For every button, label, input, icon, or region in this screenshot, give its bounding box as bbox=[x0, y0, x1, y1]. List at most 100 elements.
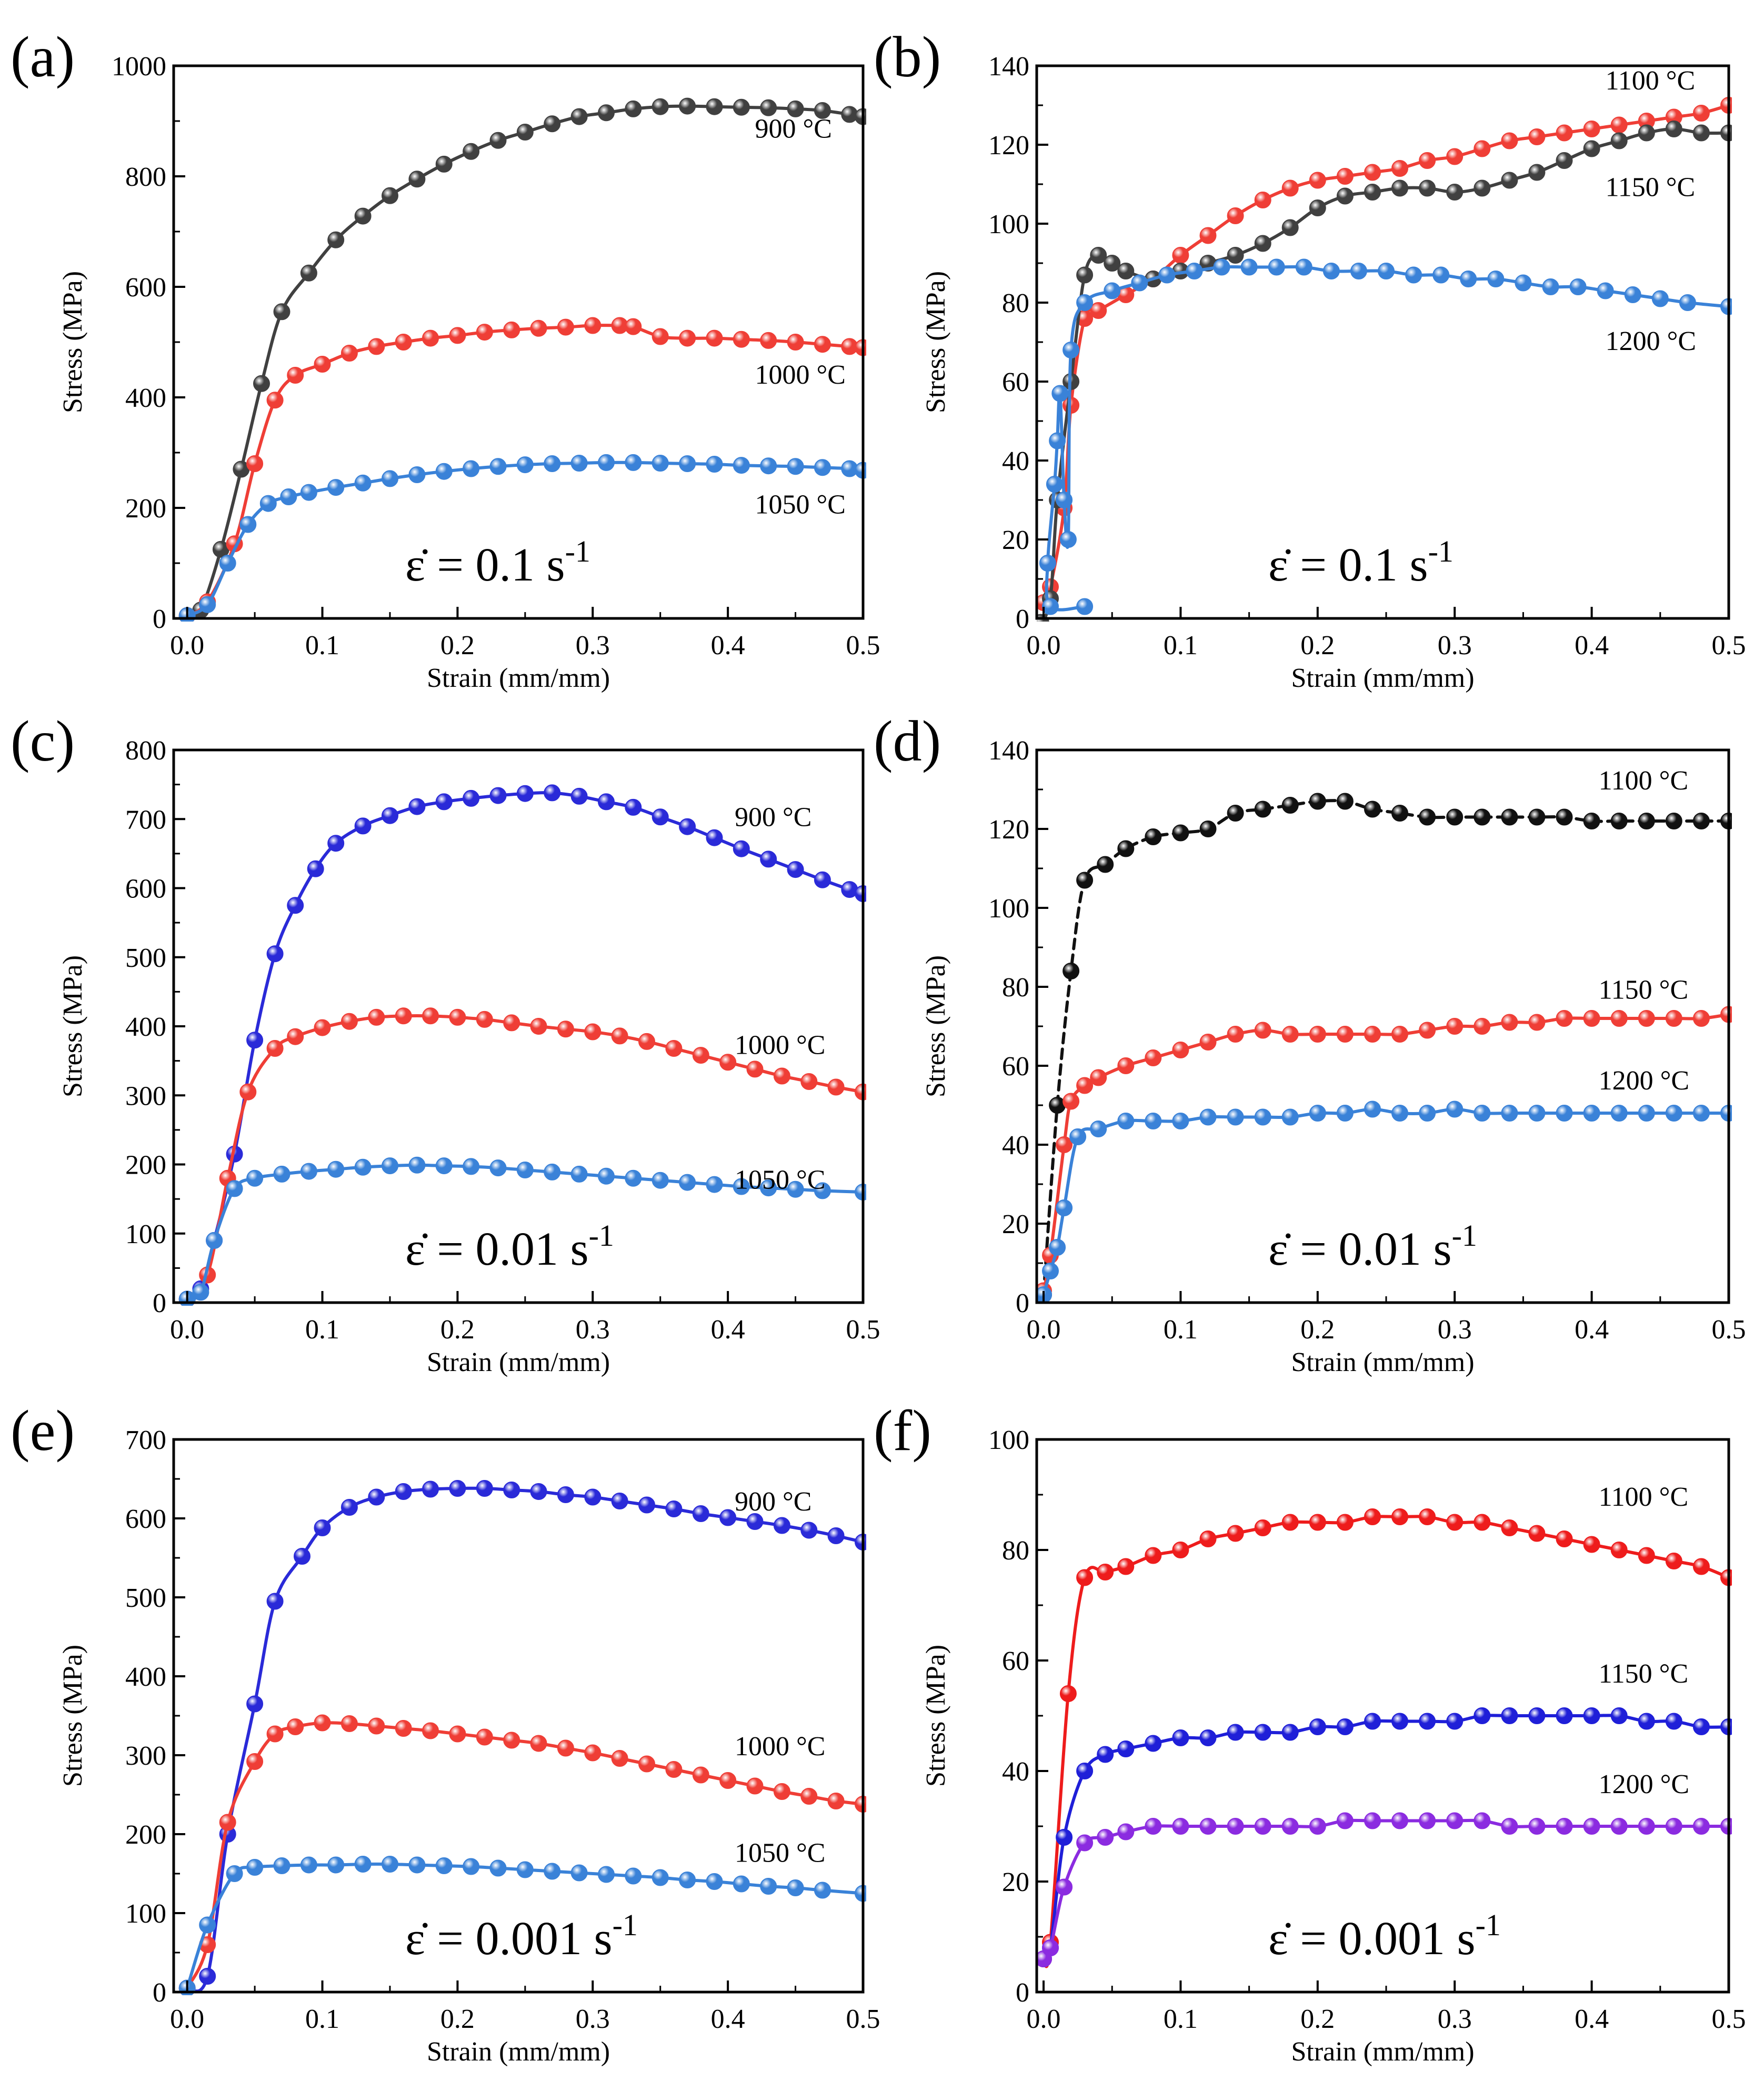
data-point bbox=[1364, 1508, 1381, 1525]
data-point bbox=[1281, 1514, 1299, 1531]
data-point bbox=[719, 1054, 737, 1071]
data-point bbox=[476, 324, 493, 341]
y-tick-label: 80 bbox=[1002, 973, 1029, 1003]
data-point bbox=[638, 1755, 655, 1773]
strain-rate-label: ε̇ = 0.1 s-1 bbox=[405, 534, 590, 591]
data-point bbox=[408, 171, 426, 188]
data-point bbox=[1391, 1713, 1408, 1730]
data-point bbox=[1104, 282, 1121, 299]
data-point bbox=[1042, 598, 1059, 615]
data-point bbox=[1474, 140, 1491, 157]
data-point bbox=[814, 1182, 831, 1199]
data-point bbox=[435, 155, 453, 173]
data-point bbox=[287, 1028, 304, 1045]
data-point bbox=[1474, 1105, 1491, 1122]
y-axis-title: Stress (MPa) bbox=[921, 271, 951, 413]
data-point bbox=[530, 1018, 547, 1035]
data-point bbox=[1056, 1829, 1073, 1846]
data-point bbox=[280, 488, 297, 505]
data-point bbox=[1610, 1707, 1628, 1724]
data-point bbox=[1446, 184, 1464, 201]
data-point bbox=[327, 1160, 345, 1178]
y-tick-label: 200 bbox=[125, 1150, 166, 1180]
data-point bbox=[760, 1878, 777, 1895]
x-tick-label: 0.4 bbox=[711, 1315, 745, 1345]
y-tick-label: 40 bbox=[1002, 446, 1029, 476]
x-tick-label: 0.5 bbox=[1712, 1315, 1746, 1345]
data-point bbox=[1172, 1113, 1189, 1129]
data-point bbox=[570, 108, 588, 125]
data-point bbox=[1049, 432, 1066, 449]
x-tick-label: 0.2 bbox=[440, 631, 475, 661]
data-point bbox=[814, 1882, 831, 1899]
data-point bbox=[449, 1008, 466, 1026]
series-label: 1000 °C bbox=[755, 360, 846, 390]
data-point bbox=[503, 1014, 520, 1032]
data-point bbox=[1391, 179, 1408, 197]
data-point bbox=[1501, 1105, 1518, 1122]
data-point bbox=[246, 1169, 264, 1187]
data-point bbox=[516, 456, 534, 474]
data-point bbox=[1051, 385, 1069, 402]
data-point bbox=[476, 1480, 493, 1497]
data-point bbox=[1556, 152, 1573, 169]
y-tick-label: 300 bbox=[125, 1741, 166, 1771]
data-point bbox=[733, 1875, 750, 1893]
data-point bbox=[814, 336, 831, 353]
y-tick-label: 0 bbox=[153, 1978, 166, 2008]
data-point bbox=[1501, 1519, 1518, 1536]
data-point bbox=[516, 1861, 534, 1878]
data-point bbox=[1042, 1263, 1059, 1279]
data-point bbox=[1090, 302, 1107, 319]
data-point bbox=[463, 143, 480, 160]
data-point bbox=[814, 102, 831, 119]
data-point bbox=[557, 1739, 574, 1757]
data-point bbox=[598, 1167, 615, 1185]
data-point bbox=[652, 808, 669, 826]
data-point bbox=[287, 367, 304, 384]
data-point bbox=[760, 332, 777, 349]
data-point bbox=[1432, 266, 1450, 284]
data-point bbox=[463, 789, 480, 807]
y-tick-label: 400 bbox=[125, 1012, 166, 1042]
strain-rate-label: ε̇ = 0.01 s-1 bbox=[405, 1218, 614, 1275]
data-point bbox=[706, 1176, 723, 1193]
data-point bbox=[266, 1040, 284, 1057]
data-point bbox=[1391, 805, 1408, 822]
y-tick-label: 600 bbox=[125, 273, 166, 303]
data-point bbox=[368, 1008, 385, 1026]
data-point bbox=[814, 459, 831, 476]
data-point bbox=[408, 1856, 426, 1874]
data-point bbox=[1419, 1812, 1436, 1829]
strain-rate-exponent: -1 bbox=[1452, 1218, 1477, 1253]
data-point bbox=[395, 334, 412, 351]
data-point bbox=[544, 115, 561, 133]
data-point bbox=[544, 784, 561, 802]
data-point bbox=[1364, 801, 1381, 818]
data-point bbox=[368, 338, 385, 355]
data-point bbox=[652, 98, 669, 115]
data-point bbox=[1268, 258, 1285, 276]
data-point bbox=[787, 458, 804, 475]
data-point bbox=[1446, 148, 1464, 165]
data-point bbox=[530, 1735, 547, 1752]
data-point bbox=[449, 1725, 466, 1743]
x-tick-label: 0.4 bbox=[711, 631, 745, 661]
data-point bbox=[1281, 1818, 1299, 1835]
data-point bbox=[1336, 1718, 1354, 1735]
data-point bbox=[1528, 1105, 1546, 1122]
series-label: 1000 °C bbox=[735, 1732, 825, 1762]
series-label: 1050 °C bbox=[755, 490, 846, 520]
y-tick-label: 1000 bbox=[112, 52, 166, 82]
data-point bbox=[1056, 1136, 1073, 1153]
data-point bbox=[489, 787, 507, 804]
data-point bbox=[760, 99, 777, 116]
series-1050C bbox=[178, 454, 866, 622]
strain-rate-label: ε̇ = 0.001 s-1 bbox=[1268, 1908, 1501, 1965]
series-900C bbox=[178, 97, 866, 622]
data-point bbox=[1391, 1026, 1408, 1043]
data-point bbox=[435, 463, 453, 480]
strain-rate-label: ε̇ = 0.001 s-1 bbox=[405, 1908, 638, 1965]
data-point bbox=[503, 321, 520, 338]
data-point bbox=[1446, 1018, 1464, 1035]
